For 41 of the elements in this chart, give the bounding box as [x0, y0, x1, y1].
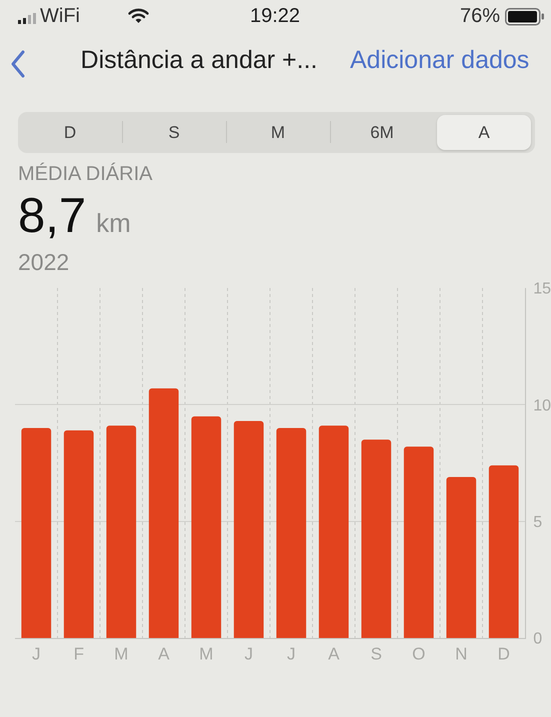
text: M: [270, 123, 286, 143]
y-tick-label: 0: [533, 630, 542, 648]
bar: [446, 477, 476, 638]
text: 8,7 km: [18, 189, 131, 243]
bar: [21, 428, 52, 638]
text: 19:22: [248, 5, 302, 28]
x-tick-label: N: [455, 644, 468, 664]
x-tick-label: J: [287, 644, 296, 664]
x-tick-label: A: [328, 644, 340, 664]
x-tick-label: D: [498, 644, 510, 664]
chart-title: Distância a andar +...: [80, 46, 318, 74]
x-tick-label: M: [114, 644, 128, 664]
bar: [318, 426, 349, 638]
chart-subtitle: MÉDIA DIÁRIA: [18, 163, 152, 186]
bar: [148, 388, 179, 638]
text: 76%: [458, 5, 500, 28]
y-tick-label: 10: [533, 397, 551, 414]
text: S: [167, 123, 181, 143]
y-tick-label: 15: [533, 280, 551, 298]
text: A: [477, 123, 491, 143]
bar: [191, 416, 222, 638]
x-tick-label: S: [370, 644, 382, 664]
y-tick-label: 5: [533, 514, 542, 531]
bar: [488, 465, 519, 638]
bar: [404, 446, 434, 638]
bar: [64, 430, 94, 638]
x-tick-label: J: [244, 644, 253, 664]
bar: [361, 440, 392, 638]
bar: [106, 426, 136, 638]
text: 2022: [18, 249, 70, 276]
x-tick-label: O: [412, 644, 426, 664]
x-tick-label: M: [199, 644, 214, 664]
text: Adicionar dados: [350, 46, 530, 75]
text: 6M: [369, 123, 395, 143]
text: D: [62, 123, 78, 143]
text: WiFi: [40, 5, 80, 28]
x-tick-label: F: [74, 644, 84, 664]
x-tick-label: J: [32, 644, 40, 664]
x-tick-label: A: [158, 644, 170, 664]
bar: [276, 428, 306, 638]
bar: [234, 421, 264, 638]
